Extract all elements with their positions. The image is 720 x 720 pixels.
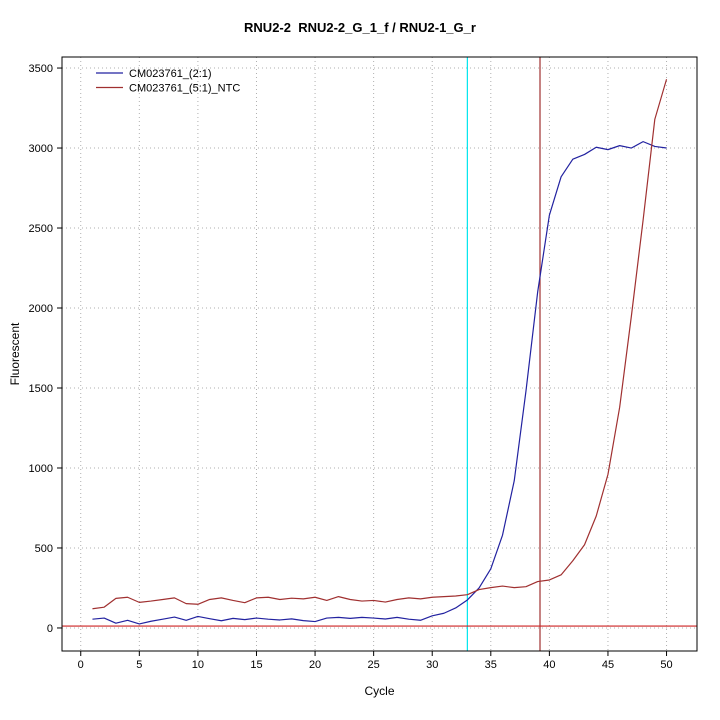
plot-border <box>61 56 698 652</box>
y-tick-label: 2500 <box>29 223 53 235</box>
x-tick-label: 45 <box>602 659 614 671</box>
x-tick-label: 0 <box>78 659 84 671</box>
chart-title: RNU2-2 RNU2-2_G_1_f / RNU2-1_G_r <box>244 20 476 35</box>
x-tick-label: 35 <box>485 659 497 671</box>
x-tick-label: 5 <box>136 659 142 671</box>
y-tick-label: 3000 <box>29 143 53 155</box>
y-tick-label: 500 <box>35 543 53 555</box>
x-tick-label: 10 <box>192 659 204 671</box>
x-tick-label: 15 <box>250 659 262 671</box>
x-axis-label: Cycle <box>364 684 395 698</box>
x-tick-label: 40 <box>543 659 555 671</box>
x-tick-label: 50 <box>660 659 672 671</box>
x-tick-label: 25 <box>368 659 380 671</box>
x-tick-label: 20 <box>309 659 321 671</box>
x-tick-label: 30 <box>426 659 438 671</box>
y-tick-label: 2000 <box>29 303 53 315</box>
series-line-1 <box>92 79 668 610</box>
series-line-0 <box>92 141 667 625</box>
y-tick-label: 1500 <box>29 383 53 395</box>
legend-label-1: CM023761_(5:1)_NTC <box>129 83 240 95</box>
y-tick-label: 1000 <box>29 463 53 475</box>
legend-label-0: CM023761_(2:1) <box>129 68 212 80</box>
y-tick-label: 3500 <box>29 63 53 75</box>
y-tick-label: 0 <box>47 623 53 635</box>
